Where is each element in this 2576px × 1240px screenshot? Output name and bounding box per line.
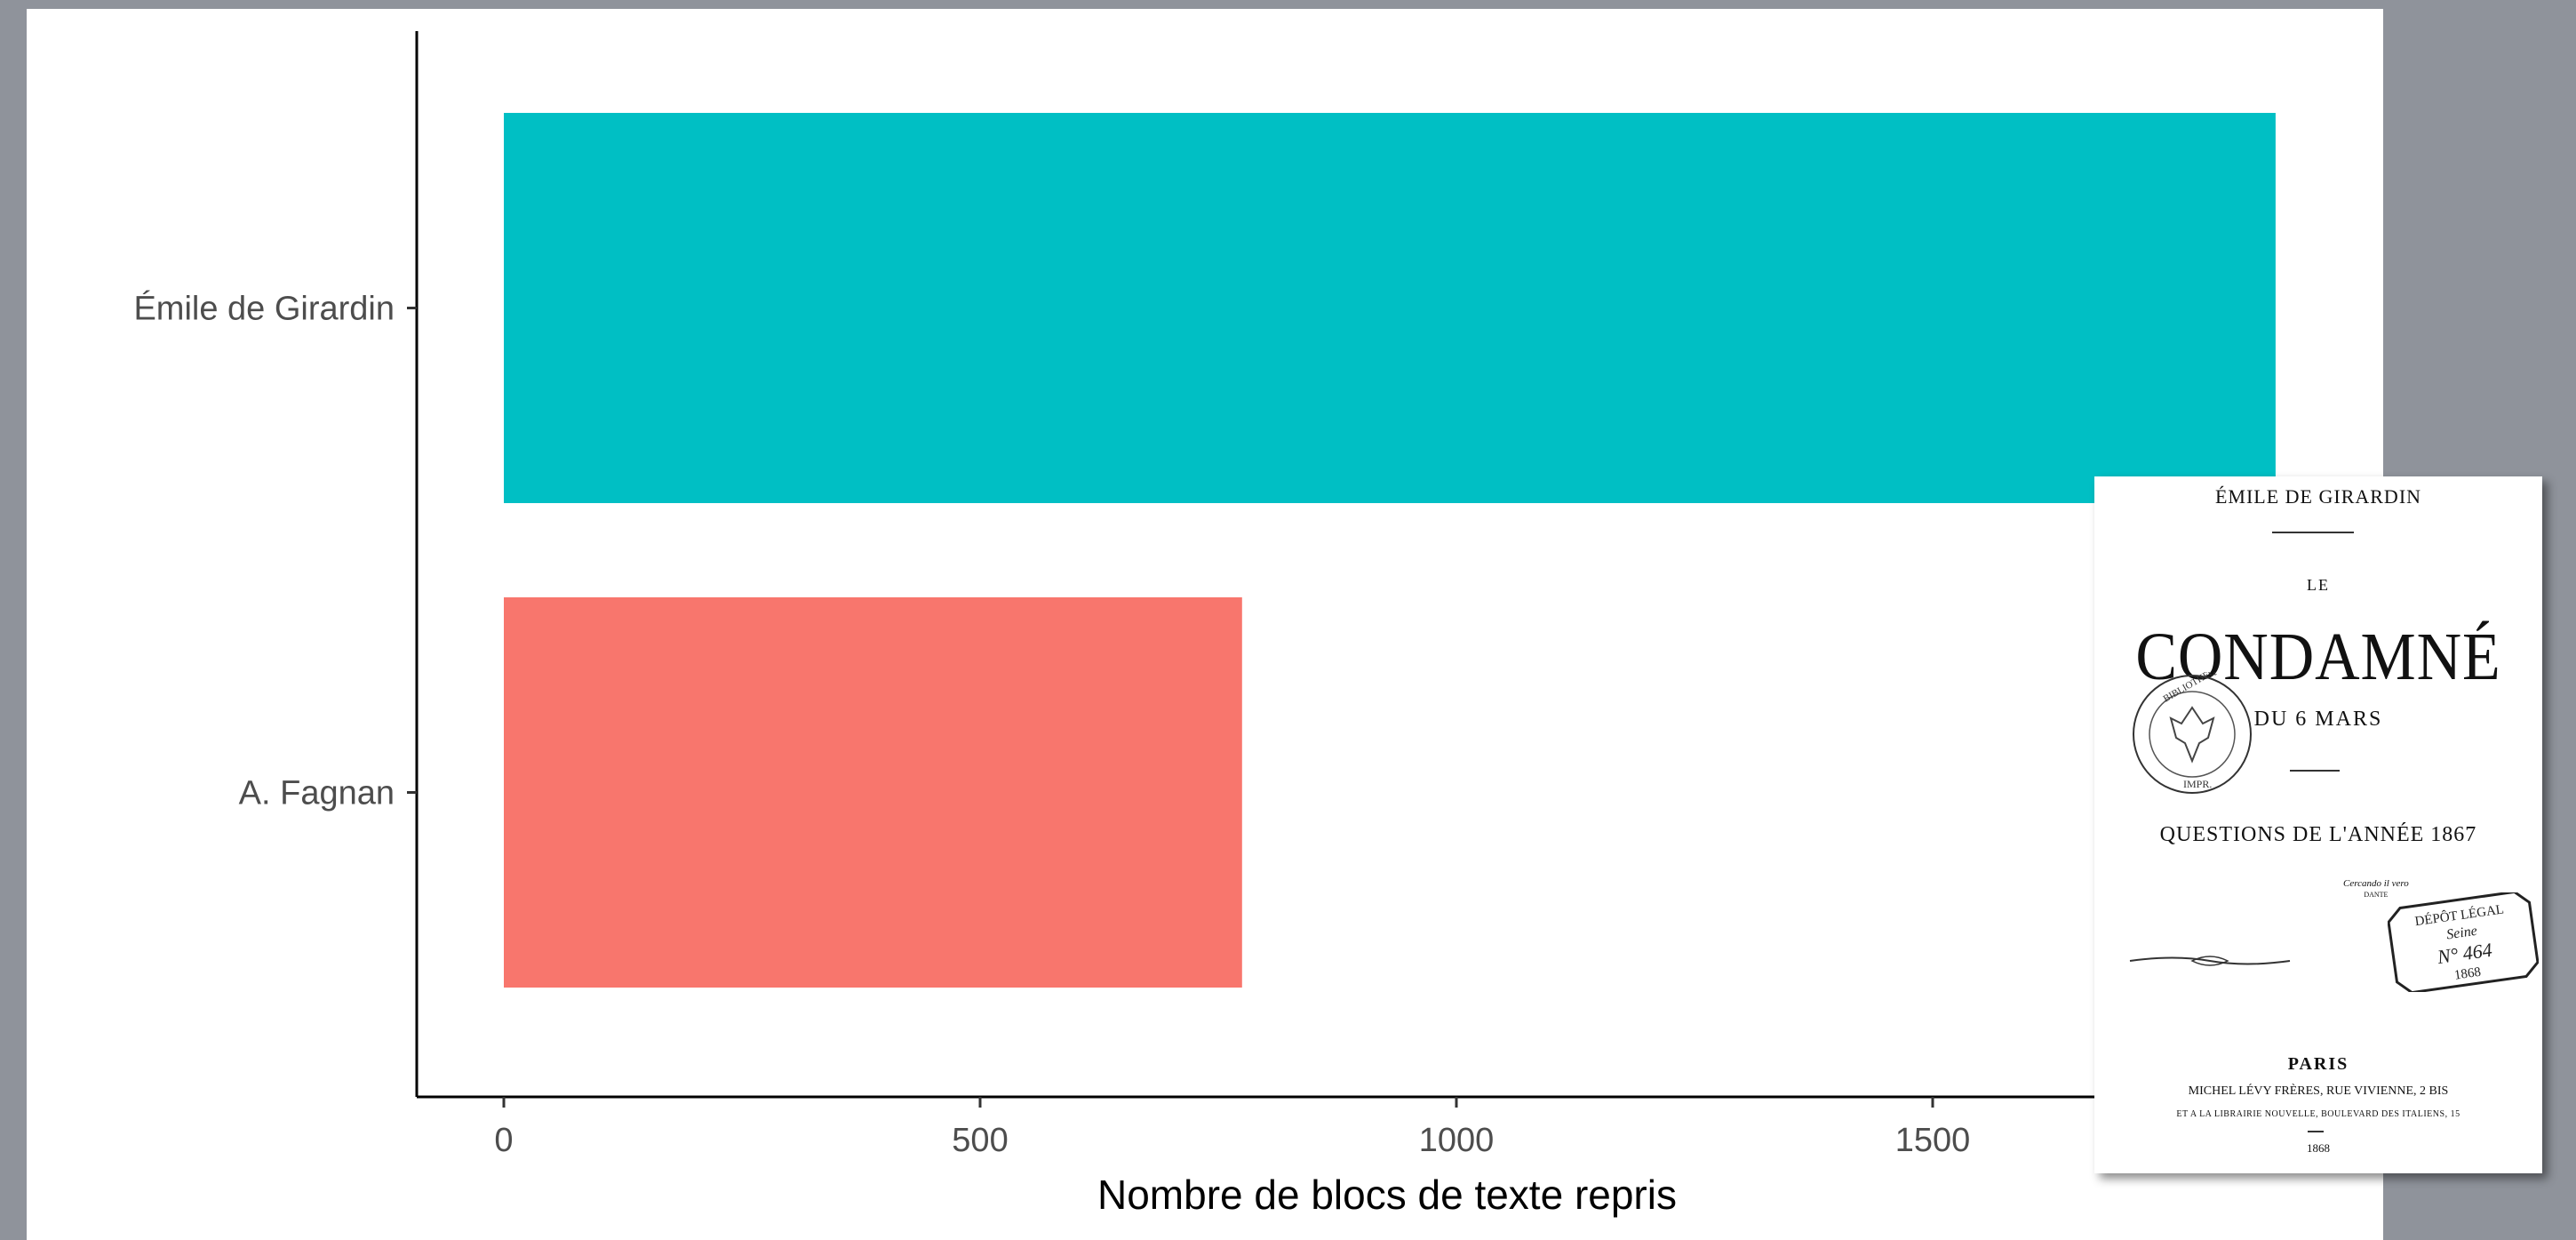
x-tick-label: 0 [494,1122,513,1159]
depot-stamp-region: Seine [2445,924,2478,943]
y-tick-label: Émile de Girardin [133,290,395,328]
chart-panel: Émile de Girardin A. Fagnan 0 500 1000 1500 … [27,9,2383,1240]
cover-questions: QUESTIONS DE L'ANNÉE 1867 [2159,823,2477,846]
cover-author: ÉMILE DE GIRARDIN [2214,485,2422,508]
y-tick-label: A. Fagnan [239,775,395,812]
cover-year: 1868 [2307,1141,2330,1155]
depot-stamp-year: 1868 [2453,965,2482,983]
cover-publisher-line2: ET A LA LIBRAIRIE NOUVELLE, BOULEVARD DE… [2176,1109,2460,1119]
cover-divider [2272,532,2354,533]
cover-epigraph: Cercando il vero DANTE [2343,878,2409,900]
x-tick-label: 500 [952,1122,1008,1159]
cover-divider [2308,1131,2324,1132]
ornament-icon [2129,956,2291,966]
x-tick-label: 1000 [1419,1122,1495,1159]
x-axis-label: Nombre de blocs de texte repris [1097,1172,1677,1218]
library-stamp-bottom-text: IMPR. [2183,778,2212,790]
cover-title: CONDAMNÉ [2135,620,2501,694]
cover-publisher-line1: MICHEL LÉVY FRÈRES, RUE VIVIENNE, 2 BIS [2188,1084,2449,1098]
x-tick-label: 1500 [1895,1122,1971,1159]
cover-epigraph-author: DANTE [2364,891,2389,899]
cover-divider [2290,770,2340,772]
depot-stamp-number: N° 464 [2435,939,2493,969]
depot-legal-stamp-icon: DÉPÔT LÉGAL Seine N° 464 1868 [2388,892,2539,992]
cover-subtitle: DU 6 MARS [2253,708,2383,731]
cover-article: LE [2307,576,2330,594]
bar [504,597,1242,988]
bar [504,113,2276,503]
cover-city: PARIS [2287,1054,2349,1074]
book-cover-image: ÉMILE DE GIRARDIN LE CONDAMNÉ DU 6 MARS … [2094,476,2542,1173]
library-stamp-icon: BIBLIOTHÈQUE IMPÉRIALE IMPR. [2133,672,2263,794]
cover-epigraph-text: Cercando il vero [2343,878,2409,889]
